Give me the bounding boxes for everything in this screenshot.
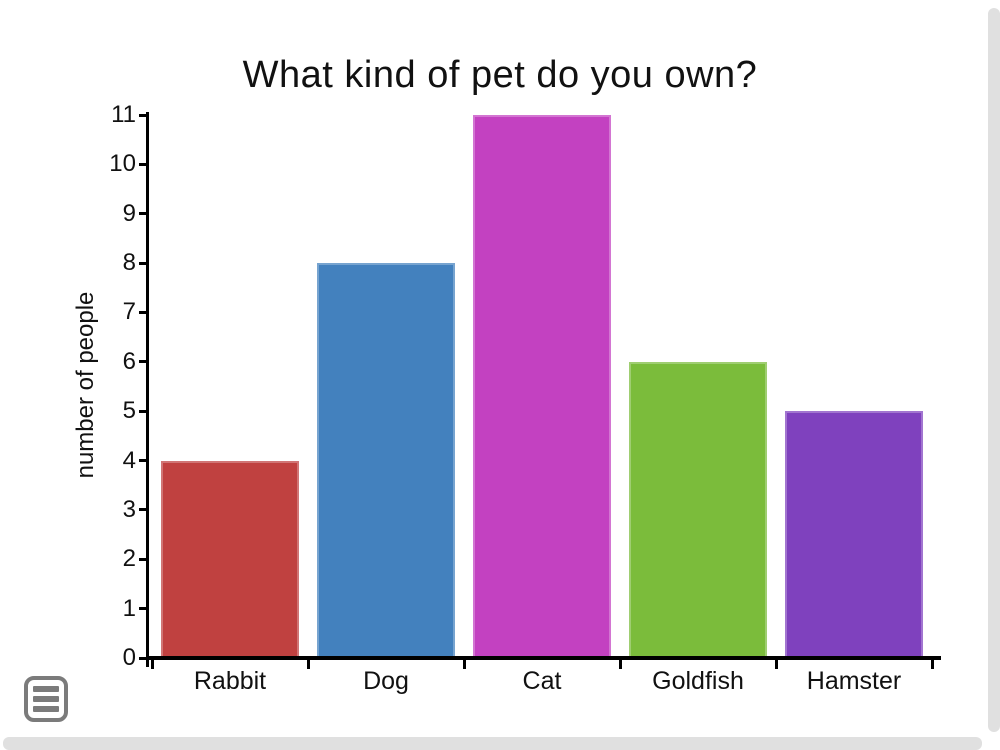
- horizontal-scrollbar[interactable]: [3, 737, 982, 750]
- y-tick: [139, 557, 148, 561]
- x-tick: [774, 660, 778, 669]
- x-tick: [930, 660, 934, 669]
- y-tick: [139, 607, 148, 611]
- bar: [473, 115, 611, 658]
- y-tick: [139, 656, 148, 660]
- y-tick: [139, 212, 148, 216]
- y-tick: [139, 113, 148, 117]
- x-tick-label: Rabbit: [193, 667, 267, 695]
- x-tick: [618, 660, 622, 669]
- y-tick: [139, 261, 148, 265]
- y-tick-label: 9: [122, 199, 136, 227]
- y-tick: [139, 409, 148, 413]
- x-tick-label: Goldfish: [652, 667, 744, 695]
- bar: [317, 263, 455, 658]
- y-tick-label: 3: [122, 495, 136, 523]
- y-tick: [139, 162, 148, 166]
- x-tick: [150, 660, 154, 669]
- y-tick-label: 7: [122, 298, 136, 326]
- y-tick: [139, 508, 148, 512]
- x-tick-label: Dog: [363, 667, 409, 695]
- y-tick-label: 10: [109, 150, 136, 178]
- y-tick-label: 11: [111, 101, 136, 128]
- y-axis-line: [146, 112, 149, 667]
- y-tick-label: 2: [122, 545, 136, 573]
- vertical-scrollbar[interactable]: [988, 8, 1000, 732]
- y-tick-label: 5: [122, 397, 136, 425]
- x-axis-line: [146, 656, 941, 660]
- menu-button[interactable]: [24, 676, 68, 722]
- chart-title: What kind of pet do you own?: [242, 54, 758, 96]
- bar: [161, 460, 299, 658]
- y-tick-label: 1: [122, 594, 136, 622]
- x-tick: [306, 660, 310, 669]
- y-tick: [139, 310, 148, 314]
- y-tick-label: 8: [122, 249, 136, 277]
- y-tick-label: 0: [122, 644, 136, 671]
- x-tick-label: Cat: [522, 667, 562, 695]
- x-tick-label: Hamster: [806, 667, 902, 695]
- y-tick: [139, 360, 148, 364]
- y-tick-label: 6: [122, 347, 136, 375]
- x-tick: [462, 660, 466, 669]
- bar: [785, 411, 923, 658]
- y-tick-label: 4: [122, 446, 136, 474]
- bar: [629, 361, 767, 658]
- y-tick: [139, 459, 148, 463]
